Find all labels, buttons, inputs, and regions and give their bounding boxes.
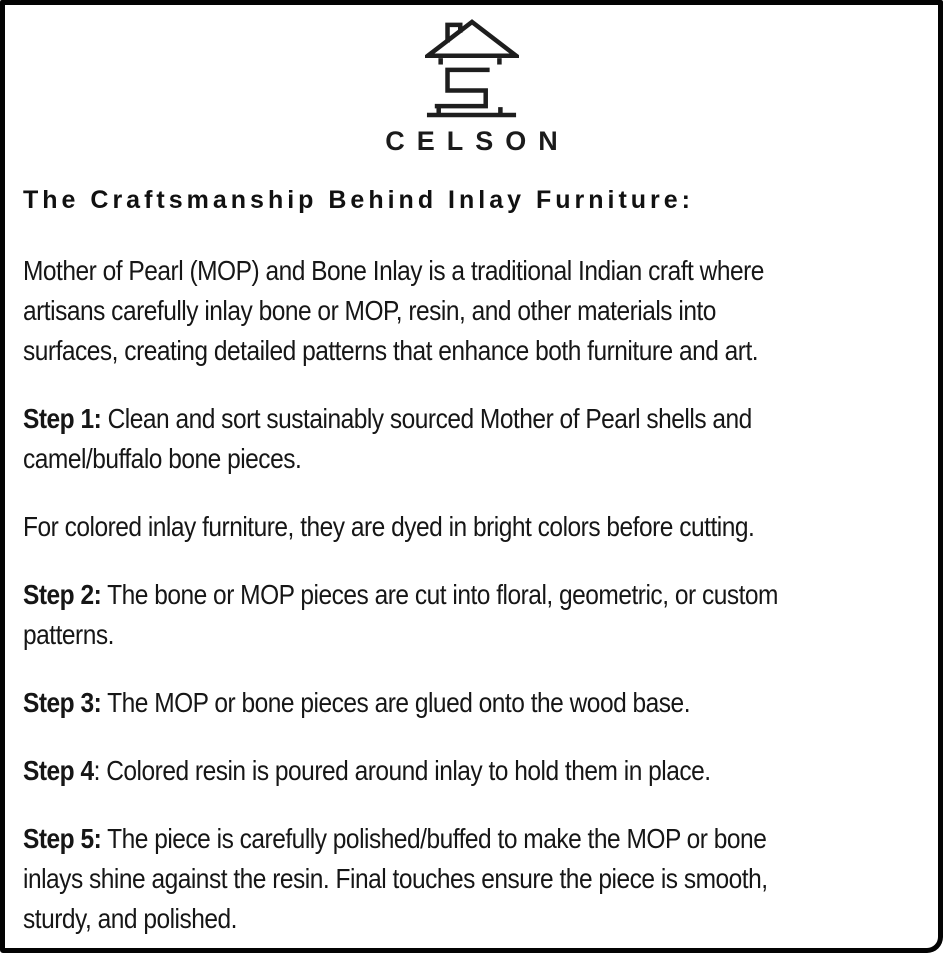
- step-2-paragraph: Step 2: The bone or MOP pieces are cut i…: [23, 575, 916, 655]
- chimney-shape: [444, 22, 463, 43]
- logo-container: [23, 13, 920, 119]
- step-4-paragraph: Step 4: Colored resin is poured around i…: [23, 751, 916, 791]
- paragraph-text: Mother of Pearl (MOP) and Bone Inlay is …: [23, 255, 764, 366]
- intro-paragraph: Mother of Pearl (MOP) and Bone Inlay is …: [23, 251, 916, 371]
- step-5-text: The piece is carefully polished/buffed t…: [23, 823, 768, 934]
- step-2-label: Step 2:: [23, 579, 102, 610]
- s-monogram: [434, 67, 490, 109]
- page: CELSON The Craftsmanship Behind Inlay Fu…: [5, 5, 938, 939]
- step-3-paragraph: Step 3: The MOP or bone pieces are glued…: [23, 683, 916, 723]
- step-1-label: Step 1:: [23, 403, 102, 434]
- paragraph-text: For colored inlay furniture, they are dy…: [23, 511, 755, 542]
- step-4-label: Step 4: [23, 755, 94, 786]
- body-copy: Mother of Pearl (MOP) and Bone Inlay is …: [23, 251, 916, 939]
- step-5-label: Step 5:: [23, 823, 102, 854]
- step-5-paragraph: Step 5: The piece is carefully polished/…: [23, 819, 916, 939]
- dye-note-paragraph: For colored inlay furniture, they are dy…: [23, 507, 916, 547]
- step-4-text: : Colored resin is poured around inlay t…: [93, 755, 712, 786]
- page-title: The Craftsmanship Behind Inlay Furniture…: [23, 186, 694, 214]
- step-1-paragraph: Step 1: Clean and sort sustainably sourc…: [23, 399, 916, 479]
- step-2-text: The bone or MOP pieces are cut into flor…: [23, 579, 778, 650]
- step-3-label: Step 3:: [23, 687, 102, 718]
- brand-wordmark: CELSON: [385, 126, 570, 156]
- step-3-text: The MOP or bone pieces are glued onto th…: [101, 687, 691, 718]
- house-with-s-monogram-icon: [424, 19, 519, 118]
- roof-shape: [424, 19, 519, 58]
- step-1-text: Clean and sort sustainably sourced Mothe…: [23, 403, 752, 474]
